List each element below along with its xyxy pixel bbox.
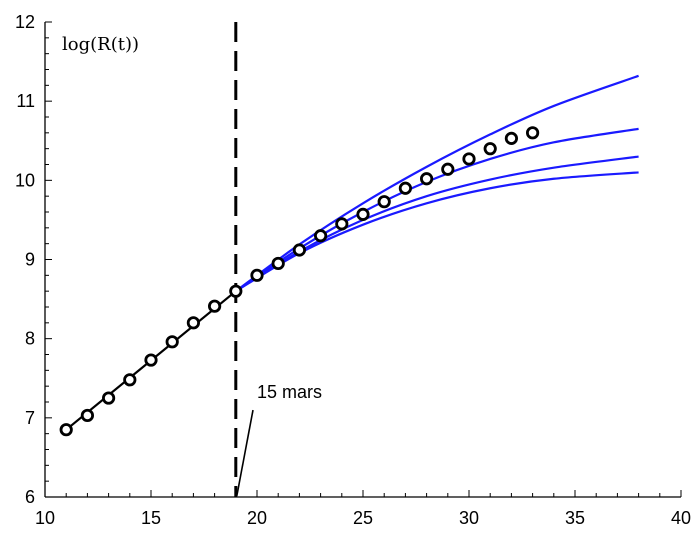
observed-point (165, 335, 179, 349)
observed-point (483, 142, 497, 156)
observed-point (356, 207, 370, 221)
y-tick-label: 6 (25, 487, 35, 507)
x-tick-label: 35 (565, 508, 585, 528)
x-tick-label: 20 (247, 508, 267, 528)
observed-point (59, 423, 73, 437)
observed-point (462, 152, 476, 166)
observed-point (271, 256, 285, 271)
observed-point (144, 353, 158, 367)
observed-point (80, 408, 95, 423)
observed-point (102, 391, 116, 405)
x-tick-label: 15 (141, 508, 161, 528)
observed-point (441, 162, 455, 176)
y-tick-label: 10 (15, 170, 35, 190)
observed-point (292, 243, 306, 257)
x-tick-label: 10 (35, 508, 55, 528)
y-tick-label: 9 (25, 250, 35, 270)
observed-point (208, 299, 222, 313)
observed-point (525, 126, 540, 140)
observed-point (504, 131, 518, 145)
y-tick-label: 12 (15, 12, 35, 32)
projection-curve (235, 127, 639, 293)
y-tick-label: 7 (25, 408, 35, 428)
observed-point (335, 217, 349, 231)
y-tick-label: 8 (25, 329, 35, 349)
axes: 10 15 20 25 30 35 40 6 7 8 9 10 11 12 (15, 12, 691, 528)
x-tick-label: 40 (671, 508, 691, 528)
annotation-layer (236, 409, 254, 497)
observed-point (186, 316, 200, 330)
annotation-label: 15 mars (257, 382, 322, 402)
observed-point (229, 284, 243, 298)
observed-point (313, 229, 328, 243)
observed-point (398, 181, 412, 195)
observed-point (377, 195, 391, 209)
x-tick-label: 30 (459, 508, 479, 528)
x-tick-label: 25 (353, 508, 373, 528)
observed-point (419, 172, 434, 186)
points-layer (59, 126, 540, 437)
y-tick-label: 11 (16, 91, 35, 111)
observed-point (123, 373, 137, 387)
series-layer (65, 74, 639, 431)
annotation-arrow (236, 409, 254, 497)
observed-point (250, 268, 264, 282)
projection-curve (235, 74, 639, 293)
projection-curve (235, 171, 639, 293)
y-axis-label: log(R(t)) (62, 34, 139, 55)
